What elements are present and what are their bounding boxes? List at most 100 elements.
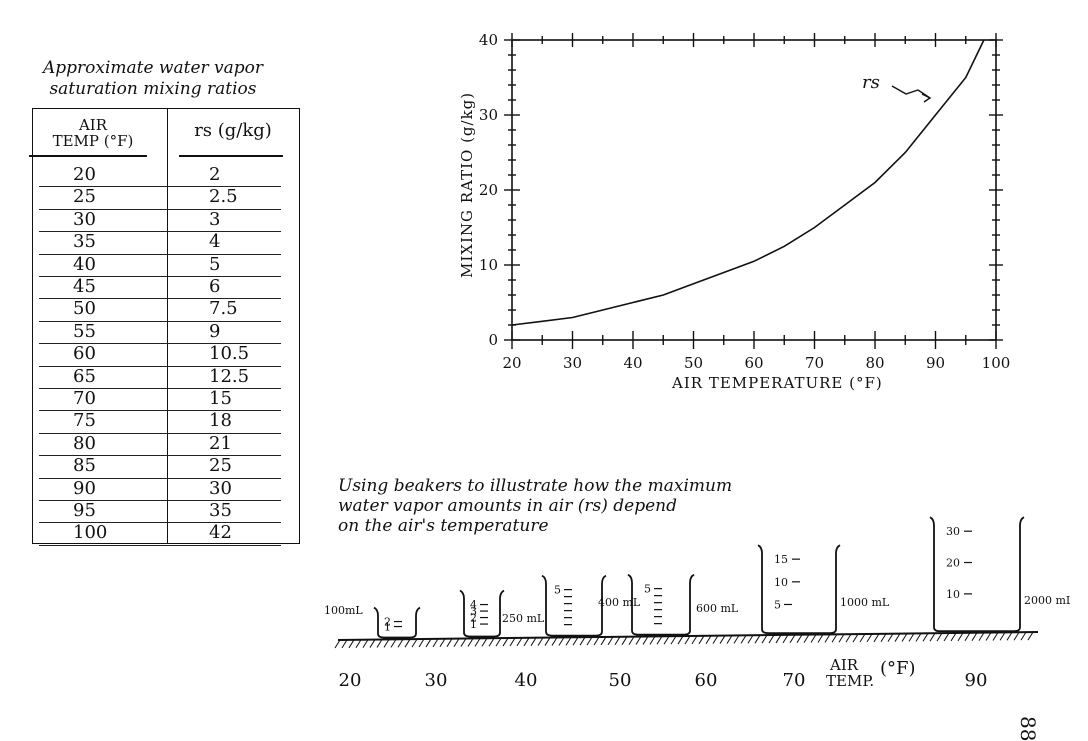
ground-hatch-mark bbox=[432, 638, 439, 648]
ground-hatch-mark bbox=[824, 634, 831, 643]
ground-hatch-mark bbox=[873, 633, 880, 643]
beaker-mark-label: 5 bbox=[774, 598, 781, 611]
cell-temp: 60 bbox=[73, 343, 96, 365]
ground-hatch-mark bbox=[677, 635, 684, 645]
ground-hatch-mark bbox=[551, 637, 558, 646]
header-air-temp-line2: TEMP (°F) bbox=[52, 132, 134, 150]
ground-hatch-mark bbox=[558, 637, 565, 646]
ground-hatch-mark bbox=[684, 635, 691, 645]
chart-tick-labels: 20 30 40 50 60 70 80 90 100 0 10 20 30 40 bbox=[479, 31, 1010, 372]
beaker-axis-unit: (°F) bbox=[880, 658, 916, 679]
beaker-4: 600 mL 5 bbox=[627, 573, 739, 636]
beaker-mark-label: 5 bbox=[554, 584, 561, 597]
beaker-mark-label: 5 bbox=[644, 583, 651, 596]
cell-rs: 18 bbox=[209, 410, 232, 432]
ground-hatching bbox=[334, 631, 1034, 649]
cell-temp: 40 bbox=[73, 253, 96, 275]
ground-hatch-mark bbox=[971, 632, 978, 641]
ground-hatch-mark bbox=[656, 636, 663, 645]
ground-hatch-mark bbox=[922, 632, 929, 642]
beaker-volume-label: 600 mL bbox=[696, 602, 739, 615]
ground-hatch-mark bbox=[460, 638, 467, 647]
beakers-title-line3: on the air's temperature bbox=[338, 516, 549, 536]
row-underline bbox=[39, 522, 281, 524]
ground-hatch-mark bbox=[978, 632, 985, 641]
cell-temp: 35 bbox=[73, 231, 96, 253]
ground-hatch-mark bbox=[621, 636, 628, 645]
ground-hatch-mark bbox=[670, 635, 677, 645]
table-column-divider bbox=[167, 109, 168, 543]
beaker-outline bbox=[627, 573, 695, 636]
beakers-title-line2: water vapor amounts in air (rs) depend bbox=[338, 496, 677, 516]
beaker-mark-label: 2 bbox=[384, 616, 391, 629]
ground-hatch-mark bbox=[446, 638, 453, 647]
ground-hatch-mark bbox=[425, 638, 432, 648]
table-row: 80 21 bbox=[33, 433, 301, 457]
cell-rs: 30 bbox=[209, 477, 232, 499]
table-title-line2: saturation mixing ratios bbox=[49, 79, 257, 99]
ground-hatch-mark bbox=[600, 636, 607, 646]
saturation-table: AIR TEMP (°F) rs (g/kg) 20 2 25 2.5 30 3 35 4 40… bbox=[29, 108, 301, 546]
beaker-6: 2000 mL 30 20 10 bbox=[929, 516, 1070, 633]
cell-rs: 15 bbox=[209, 388, 232, 409]
cell-rs: 3 bbox=[209, 208, 221, 230]
series-line-rs bbox=[511, 39, 985, 326]
y-tick-label: 20 bbox=[479, 181, 498, 199]
row-underline bbox=[39, 477, 281, 479]
cell-temp: 25 bbox=[73, 186, 96, 208]
ground-hatch-mark bbox=[348, 639, 355, 649]
x-tick-label: 20 bbox=[502, 354, 521, 372]
table-row: 50 7.5 bbox=[33, 298, 301, 322]
ground-hatch-mark bbox=[768, 634, 775, 644]
row-underline bbox=[39, 275, 281, 277]
beaker-axis-label-line2: TEMP. bbox=[826, 672, 874, 690]
ground-hatch-mark bbox=[565, 637, 572, 646]
cell-rs: 9 bbox=[209, 320, 221, 342]
plot-frame bbox=[511, 39, 997, 341]
row-underline bbox=[39, 253, 281, 255]
cell-rs: 12.5 bbox=[209, 365, 250, 387]
beaker-1: 100mL 21 bbox=[324, 604, 421, 639]
ground-hatch-mark bbox=[985, 632, 992, 641]
cell-rs: 6 bbox=[209, 276, 221, 297]
ground-hatch-mark bbox=[782, 634, 789, 644]
table-title: Approximate water vapor saturation mixin… bbox=[18, 58, 288, 100]
ground-hatch-mark bbox=[698, 635, 705, 645]
cell-rs: 35 bbox=[209, 500, 232, 521]
row-underline bbox=[39, 208, 281, 210]
table-row: 70 15 bbox=[33, 388, 301, 412]
ground-hatch-mark bbox=[530, 637, 537, 647]
ground-hatch-mark bbox=[362, 639, 369, 648]
ground-hatch-mark bbox=[691, 635, 698, 645]
ground-hatch-mark bbox=[831, 634, 838, 643]
cell-rs: 4 bbox=[209, 231, 221, 253]
beaker-mark-label: 1 bbox=[384, 621, 391, 634]
cell-temp: 95 bbox=[73, 500, 96, 521]
x-tick-label: 30 bbox=[563, 354, 582, 372]
mixing-ratio-chart: 20 30 40 50 60 70 80 90 100 0 10 20 30 40 rs AIR TEMP… bbox=[458, 31, 1010, 392]
ground-hatch-mark bbox=[740, 635, 747, 644]
cell-temp: 50 bbox=[73, 298, 96, 320]
table-row: 55 9 bbox=[33, 320, 301, 345]
ground-hatch-mark bbox=[628, 636, 635, 645]
annotation-arrow bbox=[891, 85, 932, 103]
cell-rs: 7.5 bbox=[209, 298, 238, 320]
x-tick-label: 70 bbox=[805, 354, 824, 372]
beaker-volume-label: 2000 mL bbox=[1024, 594, 1070, 607]
table-row: 35 4 bbox=[33, 231, 301, 255]
beaker-3: 400 mL 5 bbox=[541, 574, 641, 637]
ground-hatch-mark bbox=[376, 639, 383, 648]
cell-temp: 20 bbox=[73, 164, 96, 185]
ground-hatch-mark bbox=[726, 635, 733, 644]
ground-hatch-mark bbox=[355, 639, 362, 649]
ground-hatch-mark bbox=[1027, 631, 1034, 641]
beaker-outline bbox=[373, 606, 421, 639]
row-underline bbox=[39, 410, 281, 412]
cell-rs: 2.5 bbox=[209, 186, 238, 208]
beaker-mark-label: 2 bbox=[470, 612, 477, 625]
ground-hatch-mark bbox=[418, 638, 425, 648]
ground-hatch-mark bbox=[705, 635, 712, 645]
cell-rs: 10.5 bbox=[209, 343, 250, 365]
ground-hatch-mark bbox=[516, 637, 523, 647]
